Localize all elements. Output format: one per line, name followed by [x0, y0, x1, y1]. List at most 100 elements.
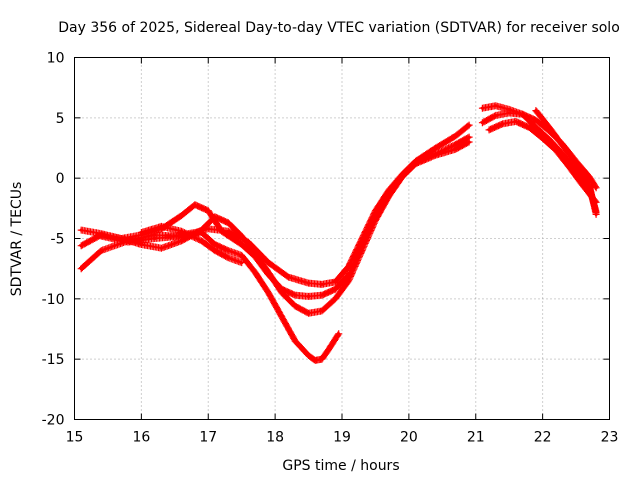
data-point [79, 228, 83, 232]
data-point [79, 244, 83, 248]
series-track-4 [97, 229, 343, 364]
data-markers [77, 133, 473, 300]
y-tick-label: 0 [56, 171, 65, 187]
data-point [527, 125, 531, 130]
data-point [434, 153, 438, 157]
data-point [333, 287, 337, 291]
chart-title: Day 356 of 2025, Sidereal Day-to-day VTE… [58, 20, 620, 36]
data-point [306, 311, 311, 315]
data-point [280, 291, 284, 295]
data-point [213, 248, 217, 253]
data-point [594, 212, 598, 216]
x-tick-label: 22 [534, 430, 552, 446]
data-point [159, 224, 164, 229]
data-point [494, 113, 498, 118]
data-point [293, 293, 297, 297]
data-point [126, 240, 130, 244]
data-point [306, 353, 311, 358]
y-tick-label: -15 [42, 352, 65, 368]
data-point [226, 248, 230, 253]
data-point [266, 270, 271, 274]
y-tick-label: 10 [47, 51, 65, 67]
data-point [320, 309, 324, 313]
data-point [206, 209, 210, 213]
data-point [467, 140, 471, 144]
data-points [77, 102, 600, 364]
data-point [153, 236, 157, 241]
series-track-8 [485, 118, 600, 206]
data-point [159, 246, 164, 250]
data-point [240, 261, 244, 265]
x-tick-label: 18 [266, 430, 284, 446]
data-point [494, 104, 498, 108]
data-point [413, 162, 418, 166]
y-tick-label: 5 [56, 111, 65, 127]
y-axis-label: SDTVAR / TECUs [9, 182, 25, 297]
data-point [587, 183, 592, 188]
series-track-9 [532, 107, 600, 218]
data-point [79, 267, 83, 271]
x-tick-label: 23 [601, 430, 619, 446]
y-tick-label: -10 [42, 292, 65, 308]
data-point [333, 297, 337, 301]
data-point [293, 304, 297, 308]
data-point [327, 347, 331, 352]
data-point [193, 203, 197, 207]
data-point [574, 162, 578, 166]
data-point [226, 256, 230, 260]
data-point [313, 358, 317, 362]
data-point [520, 112, 525, 116]
data-point [581, 183, 585, 188]
data-point [454, 134, 458, 138]
data-point [347, 279, 351, 283]
series-track-5 [137, 222, 246, 267]
data-point [561, 143, 565, 148]
data-point [534, 108, 538, 113]
data-point [487, 128, 491, 132]
data-point [567, 165, 571, 169]
data-point [213, 242, 217, 247]
data-point [293, 339, 297, 343]
data-point [240, 234, 244, 238]
data-point [480, 106, 485, 110]
data-point [480, 121, 485, 125]
data-point [253, 270, 257, 274]
x-tick-label: 21 [467, 430, 485, 446]
data-point [467, 135, 471, 139]
x-tick-label: 17 [199, 430, 217, 446]
data-point [266, 261, 271, 265]
data-point [99, 248, 103, 253]
data-point [266, 291, 271, 295]
data-point [541, 136, 545, 140]
data-point [507, 107, 511, 111]
data-point [434, 146, 438, 150]
data-point [337, 332, 341, 336]
data-point [226, 221, 230, 225]
data-point [554, 148, 558, 153]
data-point [320, 357, 324, 361]
data-point [373, 218, 378, 222]
data-point [306, 294, 311, 299]
data-point [333, 280, 337, 284]
data-point [199, 239, 204, 243]
data-point [306, 281, 311, 285]
data-point [514, 119, 518, 124]
data-point [286, 275, 291, 279]
data-point [179, 229, 184, 233]
data-point [280, 315, 284, 319]
data-point [320, 282, 324, 286]
x-tick-label: 16 [132, 430, 150, 446]
data-point [507, 111, 511, 115]
data-point [387, 194, 391, 198]
data-point [179, 239, 184, 243]
data-point [534, 125, 538, 130]
data-point [240, 242, 244, 247]
data-point [199, 230, 204, 235]
x-tick-label: 20 [400, 430, 418, 446]
data-point [213, 215, 217, 219]
y-tick-label: -5 [51, 232, 65, 248]
data-point [400, 175, 404, 179]
data-point [534, 118, 538, 122]
y-tick-label: -20 [42, 413, 65, 429]
